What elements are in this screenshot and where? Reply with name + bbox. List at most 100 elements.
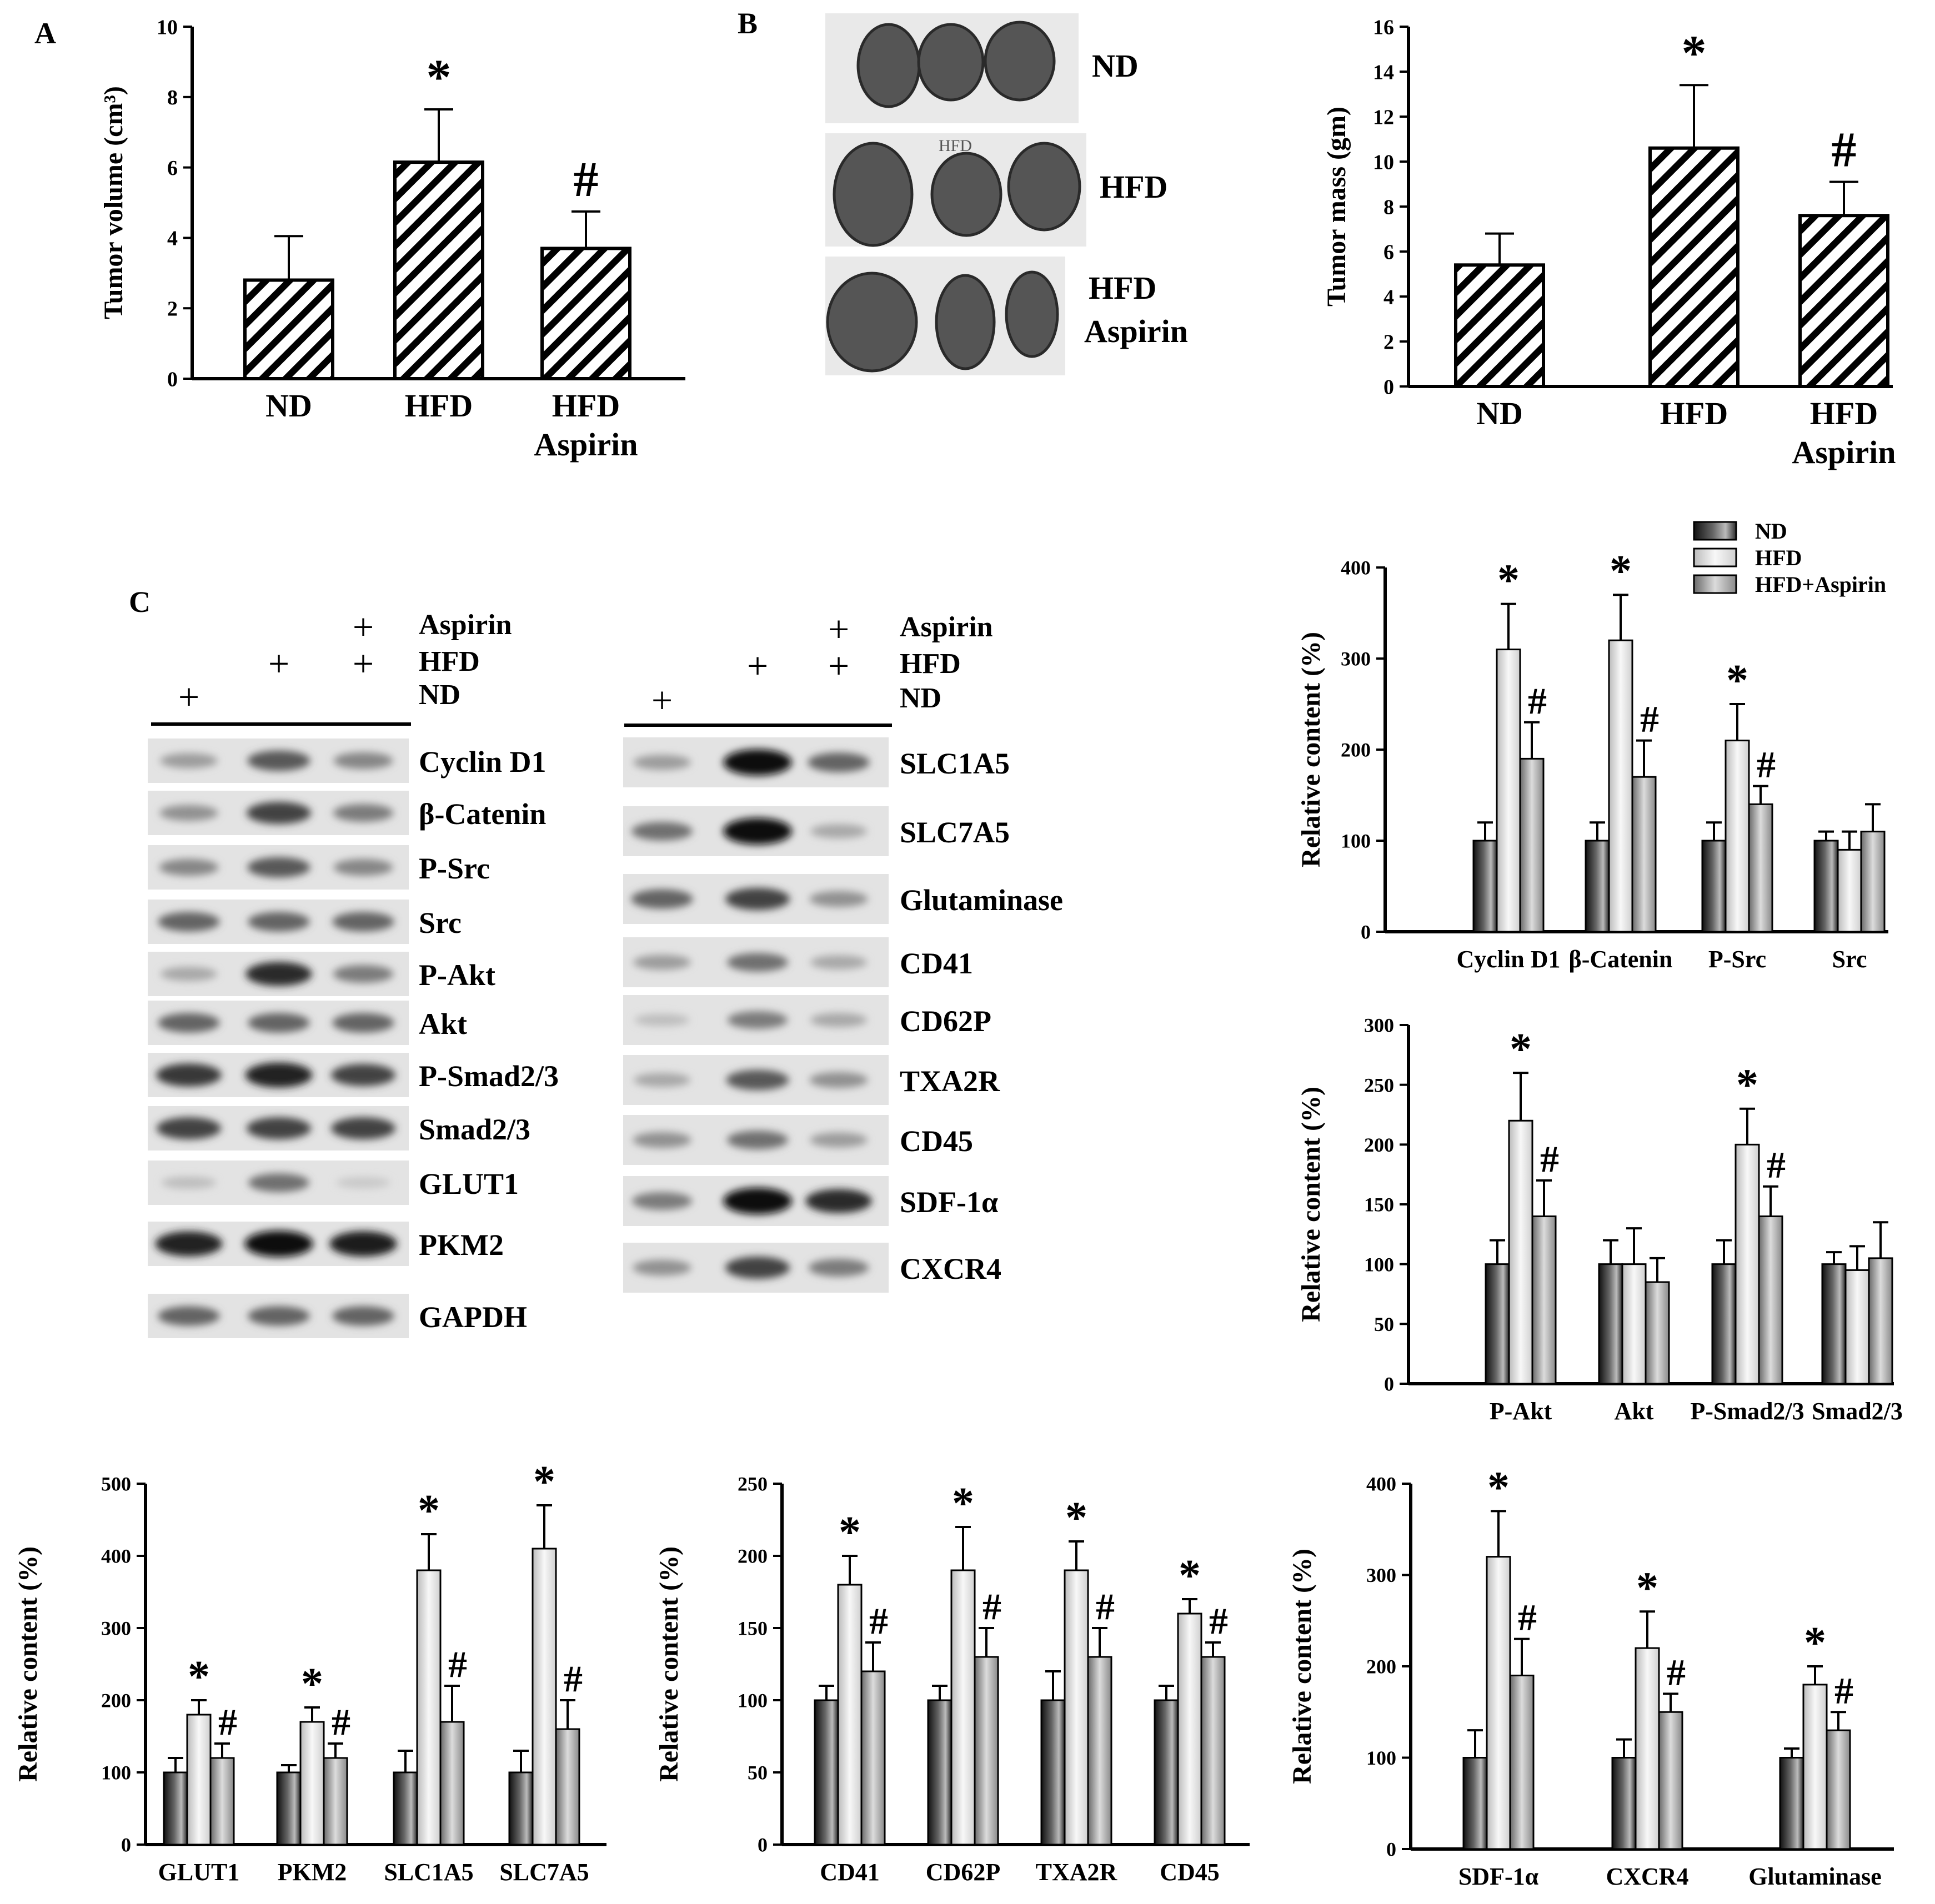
bar-slc7a5-hfd-aspirin xyxy=(555,1728,580,1846)
y-tick-label: 200 xyxy=(1366,1656,1396,1678)
blot-band-cd62p-lane3 xyxy=(810,1013,868,1027)
bar-slc1a5-hfd-aspirin xyxy=(439,1721,465,1846)
blot-band-txa2r-lane2 xyxy=(726,1069,789,1091)
blot-band-cd45-lane3 xyxy=(810,1132,868,1148)
blot-band-txa2r-lane1 xyxy=(633,1073,691,1087)
blot-band-slc1a5-lane2 xyxy=(723,749,792,776)
bar-cd41-hfd-aspirin xyxy=(860,1670,886,1846)
blot-label-cyclin-d1: Cyclin D1 xyxy=(419,745,547,778)
significance-star: * xyxy=(1610,547,1632,596)
bar-cyclin-d1-hfd xyxy=(1496,649,1521,933)
blot-band-akt-lane3 xyxy=(332,1013,394,1033)
y-tick-label: 0 xyxy=(1383,375,1394,399)
blot-band-p-akt-lane3 xyxy=(333,965,394,983)
bar-sdf-1-hfd-aspirin xyxy=(1509,1674,1535,1850)
blot-band-glut1-lane2 xyxy=(248,1173,310,1192)
blot-header-aspirin: Aspirin xyxy=(900,611,993,643)
blot-header-hfd: HFD xyxy=(419,646,480,677)
blot-plus-sign: + xyxy=(651,679,673,721)
y-axis-label: Tumor mass (gm) xyxy=(1322,107,1351,307)
blot-label-cd62p: CD62P xyxy=(900,1004,991,1038)
bar-hfd-aspirin xyxy=(1798,214,1889,388)
bar-cd62p-nd xyxy=(927,1699,953,1846)
blot-band-glut1-lane3 xyxy=(336,1177,390,1189)
blot-label-p-src: P-Src xyxy=(419,852,490,885)
significance-hash: # xyxy=(1834,1669,1853,1711)
y-axis-label: Tumor volume (cm³) xyxy=(99,86,128,319)
bar-p-src-hfd-aspirin xyxy=(1748,803,1773,933)
y-tick-label: 100 xyxy=(101,1762,131,1784)
photo-handwritten-note: HFD xyxy=(939,137,972,155)
blot-band-slc1a5-lane1 xyxy=(633,755,691,770)
blot-band-cd41-lane2 xyxy=(726,953,789,972)
blot-band-p-src-lane1 xyxy=(159,858,219,876)
bar-p-src-nd xyxy=(1701,840,1727,933)
y-tick-label: 8 xyxy=(167,86,178,109)
x-category-label: SDF-1α xyxy=(1458,1863,1539,1890)
significance-hash: # xyxy=(1767,1144,1786,1186)
blot-band-cxcr4-lane2 xyxy=(725,1257,790,1279)
y-tick-label: 12 xyxy=(1373,106,1394,129)
photo-label-aspirin-line2: Aspirin xyxy=(1084,313,1188,349)
bar-akt-hfd-aspirin xyxy=(1645,1281,1670,1385)
bar-hfd-aspirin xyxy=(540,247,631,381)
blot-band-p-smad2-3-lane3 xyxy=(330,1064,396,1086)
y-axis-label: Relative content (%) xyxy=(1287,1549,1317,1784)
significance-star: * xyxy=(839,1508,861,1557)
y-tick-label: 100 xyxy=(1364,1253,1394,1275)
blot-band-pkm2-lane1 xyxy=(155,1231,223,1257)
y-tick-label: 100 xyxy=(1341,830,1371,852)
y-tick-label: 100 xyxy=(1366,1747,1396,1769)
tumor-samples xyxy=(826,21,1081,373)
blot-band-glut1-lane1 xyxy=(161,1176,217,1189)
bar-cxcr4-nd xyxy=(1611,1757,1637,1850)
photo-label-aspirin-line1: HFD xyxy=(1089,270,1156,306)
blot-label-smad2-3: Smad2/3 xyxy=(419,1113,530,1146)
bar-pkm2-nd xyxy=(276,1771,302,1846)
y-tick-label: 50 xyxy=(748,1762,768,1784)
significance-star: * xyxy=(1636,1564,1658,1612)
x-category-label: Aspirin xyxy=(534,426,638,463)
panel-label-c: C xyxy=(129,585,151,619)
blot-band-sdf-1-lane2 xyxy=(723,1188,792,1214)
panel-label-a: A xyxy=(34,17,56,50)
blot-label-txa2r: TXA2R xyxy=(900,1064,1000,1098)
y-axis-label: Relative content (%) xyxy=(654,1546,684,1782)
y-tick-label: 4 xyxy=(1383,285,1394,309)
bar-src-hfd xyxy=(1837,848,1862,933)
blot-band-cd45-lane2 xyxy=(726,1131,789,1149)
y-tick-label: 200 xyxy=(1341,739,1371,761)
blot-band-sdf-1-lane1 xyxy=(631,1192,693,1210)
blot-header-aspirin: Aspirin xyxy=(419,609,512,641)
blot-band-txa2r-lane3 xyxy=(809,1072,868,1088)
y-tick-label: 400 xyxy=(101,1545,131,1568)
x-category-label: SLC7A5 xyxy=(499,1858,589,1886)
y-axis-label: Relative content (%) xyxy=(13,1546,43,1782)
blot-label-p-akt: P-Akt xyxy=(419,958,495,992)
blot-label-pkm2: PKM2 xyxy=(419,1228,504,1262)
bar-sdf-1-nd xyxy=(1462,1757,1488,1850)
bar-cyclin-d1-hfd-aspirin xyxy=(1519,757,1545,933)
x-category-label: GLUT1 xyxy=(158,1858,240,1886)
bar-sdf-1-hfd xyxy=(1486,1556,1511,1850)
significance-star: * xyxy=(1682,26,1707,81)
blot-band-src-lane1 xyxy=(158,912,220,932)
bar-cxcr4-hfd xyxy=(1635,1647,1660,1850)
x-category-label: HFD xyxy=(405,388,473,424)
x-category-label: HFD xyxy=(1660,395,1728,431)
blot-band-smad2-3-lane2 xyxy=(246,1117,312,1139)
blot-band-cyclin-d1-lane2 xyxy=(247,750,310,771)
y-tick-label: 4 xyxy=(167,227,178,250)
blot-label-catenin: β-Catenin xyxy=(419,797,546,831)
x-category-label: Akt xyxy=(1615,1398,1654,1425)
x-category-label: β-Catenin xyxy=(1569,946,1673,973)
blot-label-akt: Akt xyxy=(419,1007,467,1041)
bar-p-akt-nd xyxy=(1485,1263,1510,1385)
y-tick-label: 10 xyxy=(157,16,178,39)
blot-band-cd62p-lane1 xyxy=(634,1013,690,1027)
blot-band-p-akt-lane2 xyxy=(245,962,312,986)
legend-label-hfd: HFD xyxy=(1755,545,1802,570)
x-category-label: P-Src xyxy=(1708,946,1766,973)
